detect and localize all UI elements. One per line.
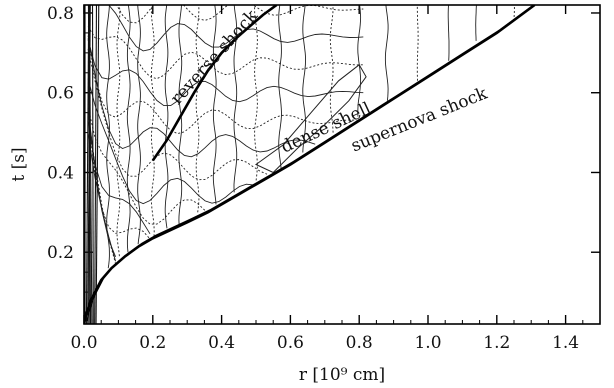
axis-layer: r [10⁹ cm] t [s] [9,4,601,385]
supernova-shock-line [84,5,536,324]
contour-line [475,5,477,41]
x-tick-label: 1.0 [414,333,441,353]
x-axis-title: r [10⁹ cm] [299,365,385,385]
contour-line [447,5,450,61]
y-tick-label: 0.2 [47,243,74,263]
x-tick-label: 0.6 [277,333,304,353]
y-tick-label: 0.6 [47,84,74,104]
x-tick-label: 1.2 [483,333,510,353]
contour-line [87,112,117,265]
contour-line [94,5,98,324]
contour-line [87,35,316,158]
y-tick-label: 0.4 [47,163,74,183]
contour-line [87,134,117,262]
contour-line [87,118,151,240]
contour-line [87,107,206,225]
y-tick-label: 0.8 [47,4,74,24]
contour-line [302,5,306,153]
plot-frame [83,4,601,325]
contour-line [116,5,121,257]
contour-line [87,5,92,324]
x-tick-label: 0.2 [139,333,166,353]
contour-line [137,5,141,245]
contour-line [87,121,151,235]
contour-line [106,5,110,269]
contour-line [195,5,200,213]
plot-layer [84,5,515,324]
supernova-shock-label: supernova shock [348,83,490,156]
contour-line [91,5,94,324]
supernova-shock-line-outer [86,5,535,322]
contour-line [87,49,268,181]
contour-line [233,5,238,193]
series-layer [84,5,536,324]
contour-line [212,5,217,205]
contour-line [164,5,169,229]
contour-line [87,26,364,80]
contour-line [95,5,100,324]
reverse-shock-line [151,5,278,162]
ticks-layer: 0.0 0.2 0.4 0.6 0.8 1.0 1.2 1.4 0.2 0.4 0.6 0.8 [47,4,600,353]
contour-line [87,39,364,107]
x-tick-label: 1.4 [552,333,579,353]
contour-line [384,5,389,101]
contour-line [255,64,367,174]
contour-line [126,5,131,253]
contour-line [150,5,155,237]
y-axis-title: t [s] [9,147,29,181]
contour-line [416,5,419,81]
x-tick-label: 0.8 [346,333,373,353]
contour-line [87,78,254,205]
contour-line [87,38,357,135]
x-tick-label: 0.0 [70,333,97,353]
contour-line [107,5,364,52]
contour-line [88,5,93,324]
contour-line [87,109,117,257]
x-tick-label: 0.4 [208,333,235,353]
contour-line [329,5,334,133]
contour-line [357,5,362,117]
